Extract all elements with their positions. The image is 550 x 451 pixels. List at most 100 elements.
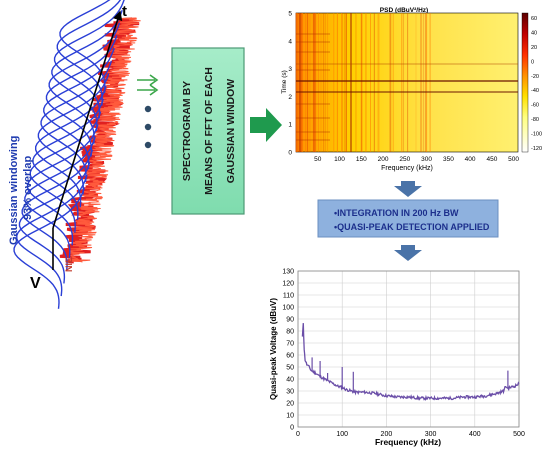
process-box-frame [171,47,245,215]
qp-y-tick: 130 [282,269,294,276]
spectrogram-x-tick: 300 [421,156,432,163]
gaussian-window [26,124,99,246]
colorbar-tick: -120 [531,146,542,152]
gaussian-window [51,9,123,132]
spectrogram-x-tick: 500 [508,156,519,163]
voltage-axis-label: V [30,275,41,292]
colorbar-ticks: 60 40 20 0 -20 -40 -60 -80 -100 -120 [531,16,542,152]
spectrogram-ylabel: Time (s) [281,70,288,94]
gaussian-window [13,187,85,309]
integration-line2: •QUASI-PEAK DETECTION APPLIED [334,222,490,232]
qp-series-line [301,323,520,401]
gaussian-window [48,22,121,144]
gaussian-window [35,85,107,208]
qp-x-tick: 500 [513,431,525,438]
qp-spikes [311,357,509,392]
qp-y-tick: 100 [282,305,294,312]
qp-y-ticks: 0 10 20 30 40 50 60 70 80 90 100 110 120 130 [282,269,294,432]
windowing-panel: t V NIE Gaussian windowing 93% overlap [8,0,141,309]
spectrogram-x-tick: 450 [486,156,497,163]
colorbar-tick: -80 [531,117,539,123]
gaussian-window [21,149,94,271]
ellipsis-dots [144,105,152,149]
spectrogram-x-tick: 400 [465,156,476,163]
qp-y-tick: 30 [286,389,294,396]
qp-y-tick: 110 [283,293,294,300]
spectrogram-title: PSD (dBuV²/Hz) [380,7,428,14]
spectrogram-x-tick: 50 [314,156,322,163]
green-arrow-lower [137,84,159,96]
time-axis-label: t [122,3,127,20]
qp-y-tick: 80 [286,329,294,336]
qp-gridlines [297,270,520,428]
integration-line1: •INTEGRATION IN 200 Hz BW [334,208,459,218]
green-arrow-upper [137,74,159,86]
spectrogram-colorbar [521,12,529,153]
qp-y-tick: 70 [286,341,294,348]
integration-box-frame [317,199,499,238]
spectrogram-y-tick: 4 [288,38,292,45]
spectrogram-x-tick: 100 [334,156,345,163]
gaussian-window [18,162,91,284]
spectrogram-x-tick: 200 [378,156,389,163]
qp-x-ticks: 0 100 200 300 400 500 [296,431,525,438]
windowing-label: Gaussian windowing [8,136,20,245]
colorbar-tick: 60 [531,16,537,22]
gaussian-window [32,98,104,220]
colorbar-tick: 40 [531,30,537,36]
gaussian-window [16,174,88,297]
colorbar-tick: -100 [531,132,542,138]
signal-label: NIE [64,257,74,272]
qp-y-tick: 0 [290,425,294,432]
spectrogram-x-tick: 350 [443,156,454,163]
qp-y-tick: 10 [286,413,294,420]
gaussian-window [29,111,102,233]
dot [144,141,152,149]
gaussian-window [40,60,113,182]
spectrogram-y-tick: 5 [288,11,292,18]
spectrogram-streaks [295,13,431,152]
spectrogram-y-tick: 0 [288,150,292,157]
qp-y-tick: 60 [286,353,294,360]
spectrogram-x-tick: 250 [399,156,410,163]
big-green-arrow [250,108,282,142]
colorbar-tick: 20 [531,45,537,51]
qp-x-tick: 400 [469,431,481,438]
spectrogram-x-ticks: 50 100 150 200 250 300 350 400 450 500 [314,156,519,163]
down-arrow-upper [394,181,422,197]
spectrogram-plot-area [295,12,519,153]
qp-y-tick: 50 [286,365,294,372]
colorbar-tick: -60 [531,103,539,109]
gaussian-window [37,73,110,195]
spectrogram-y-tick: 2 [288,94,292,101]
spectrogram-xlabel: Frequency (kHz) [381,165,433,172]
colorbar-tick: -20 [531,74,539,80]
dot [144,105,152,113]
green-arrows [137,74,159,96]
qp-x-tick: 300 [425,431,437,438]
integration-box: •INTEGRATION IN 200 Hz BW •QUASI-PEAK DE… [317,199,499,238]
spectrogram-x-tick: 150 [356,156,367,163]
qp-ylabel: Quasi-peak Voltage (dBuV) [269,298,278,400]
spectrogram-process-box: SPECTROGRAM BY MEANS OF FFT OF EACH GAUS… [171,47,245,215]
spectrogram: PSD (dBuV²/Hz) 50 100 150 200 250 300 350 400 45… [281,7,542,172]
quasi-peak-chart: 0 10 20 30 40 50 60 70 80 90 100 110 120 130 0 100 200 3… [269,269,525,448]
gaussian-window [45,35,118,157]
qp-y-tick: 20 [286,401,294,408]
spectrogram-y-tick: 1 [288,122,292,129]
overlap-label: 93% overlap [22,156,34,220]
process-box-line2: MEANS OF FFT OF EACH [203,67,215,195]
time-axis-line [52,10,123,229]
qp-x-tick: 100 [336,431,348,438]
qp-y-tick: 40 [286,377,294,384]
process-box-line3: GAUSSIAN WINDOW [225,79,237,184]
dot [144,123,152,131]
process-box-line1: SPECTROGRAM BY [181,81,193,181]
qp-x-tick: 200 [381,431,393,438]
spectrogram-y-tick: 3 [288,66,292,73]
colorbar-tick: -40 [531,88,539,94]
qp-plot-area [297,270,520,428]
spectrogram-y-ticks: 0 1 2 3 4 5 [288,11,292,157]
gaussian-window [56,0,122,106]
